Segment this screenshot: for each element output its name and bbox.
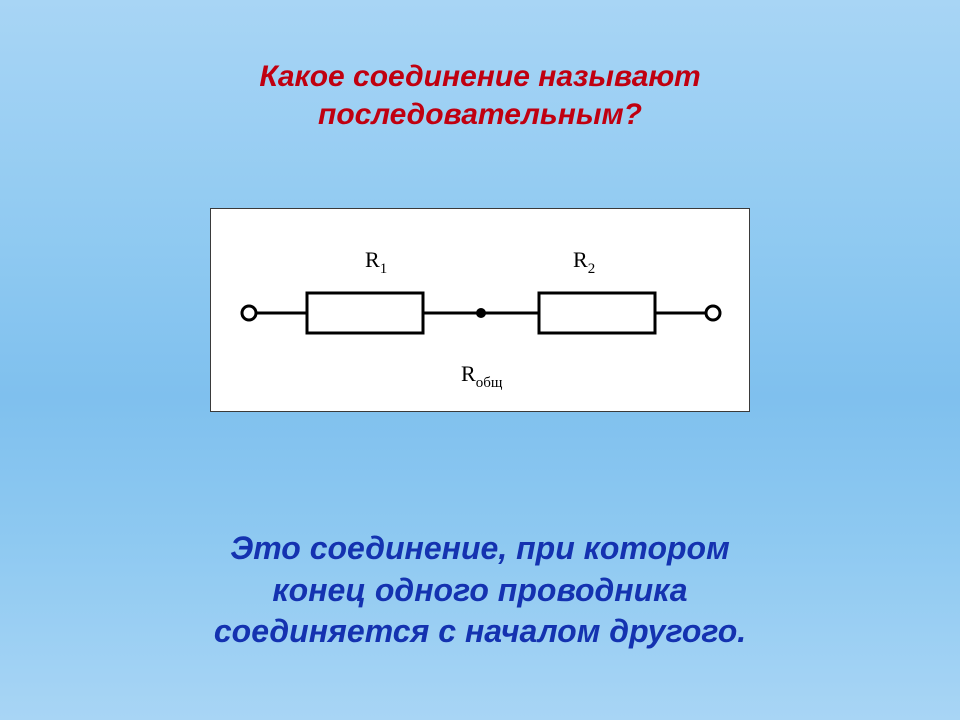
label-r1: R1 bbox=[365, 247, 387, 277]
right-terminal bbox=[706, 306, 720, 320]
slide-caption: Это соединение, при котором конец одного… bbox=[0, 528, 960, 653]
caption-line-1: Это соединение, при котором bbox=[0, 528, 960, 570]
caption-line-3: соединяется с началом другого. bbox=[0, 611, 960, 653]
label-r2: R2 bbox=[573, 247, 595, 277]
caption-line-2: конец одного проводника bbox=[0, 570, 960, 612]
label-r-total: Rобщ bbox=[461, 361, 503, 391]
series-circuit-svg: R1 R2 Rобщ bbox=[237, 231, 725, 391]
slide-title: Какое соединение называют последовательн… bbox=[0, 58, 960, 133]
resistor-r2 bbox=[539, 293, 655, 333]
title-line-1: Какое соединение называют bbox=[0, 58, 960, 96]
title-line-2: последовательным? bbox=[0, 96, 960, 134]
circuit-diagram-box: R1 R2 Rобщ bbox=[210, 208, 750, 412]
resistor-r1 bbox=[307, 293, 423, 333]
left-terminal bbox=[242, 306, 256, 320]
